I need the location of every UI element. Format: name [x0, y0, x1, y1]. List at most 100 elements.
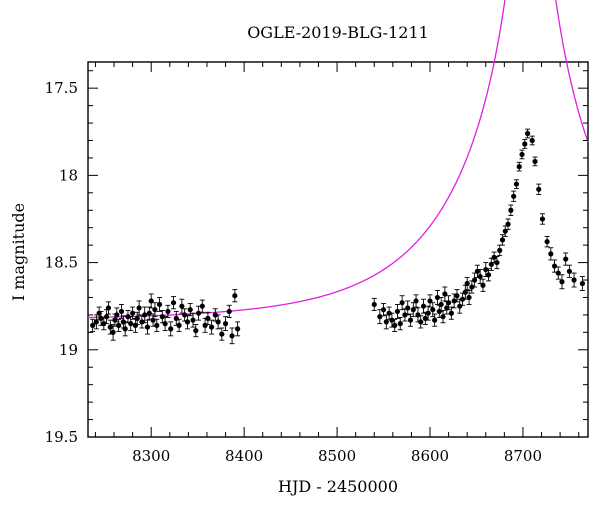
data-point: [383, 314, 389, 330]
data-point: [116, 318, 122, 332]
data-marker: [407, 317, 414, 323]
data-point: [90, 318, 96, 332]
data-point: [427, 294, 433, 308]
data-marker: [451, 298, 457, 304]
data-points: [90, 128, 586, 345]
data-marker: [402, 312, 408, 318]
data-marker: [440, 314, 446, 320]
data-point: [165, 304, 171, 318]
data-marker: [146, 310, 152, 316]
data-marker: [399, 300, 405, 306]
data-marker: [128, 321, 134, 327]
data-point: [148, 293, 154, 309]
data-marker: [142, 312, 148, 318]
data-point: [442, 286, 448, 302]
data-marker: [105, 305, 112, 311]
data-marker: [579, 280, 586, 287]
data-marker: [235, 326, 241, 332]
data-point: [485, 268, 492, 282]
data-point: [152, 302, 158, 318]
data-marker: [522, 141, 528, 147]
data-marker: [536, 186, 542, 192]
data-marker: [176, 322, 182, 328]
data-marker: [563, 256, 569, 262]
data-marker: [389, 317, 395, 323]
data-point: [182, 308, 188, 322]
data-point: [170, 296, 177, 310]
data-point: [529, 135, 535, 146]
x-tick-label: 8600: [411, 447, 449, 465]
data-point: [571, 272, 577, 288]
data-marker: [464, 280, 470, 287]
data-marker: [513, 181, 520, 187]
data-point: [199, 299, 205, 313]
data-marker: [202, 322, 208, 328]
data-marker: [459, 296, 466, 302]
data-marker: [110, 329, 116, 335]
data-marker: [377, 314, 383, 320]
data-point: [154, 318, 160, 332]
data-point: [425, 305, 431, 321]
data-point: [405, 300, 411, 316]
data-point: [399, 295, 405, 311]
data-marker: [162, 321, 168, 327]
data-marker: [480, 282, 486, 288]
data-point: [418, 315, 424, 329]
data-marker: [544, 239, 550, 245]
y-tick-labels: 17.5 18 18.5 19 19.5: [45, 79, 78, 446]
data-marker: [182, 312, 188, 318]
data-marker: [219, 331, 225, 337]
data-marker: [159, 314, 165, 320]
data-marker: [432, 317, 438, 323]
data-marker: [524, 130, 531, 137]
data-marker: [209, 324, 215, 330]
data-marker: [195, 310, 202, 316]
x-axis-label: HJD - 2450000: [278, 477, 398, 496]
data-point: [226, 304, 232, 318]
data-marker: [136, 305, 142, 311]
data-marker: [222, 321, 229, 327]
data-point: [513, 179, 520, 189]
data-point: [480, 278, 486, 292]
data-point: [105, 301, 112, 315]
data-marker: [430, 307, 436, 313]
data-point: [139, 315, 145, 329]
data-point: [548, 247, 554, 261]
data-marker: [418, 319, 424, 325]
data-point: [142, 306, 148, 324]
x-tick-label: 8700: [504, 447, 542, 465]
data-marker: [107, 324, 113, 330]
model-curve: [87, 0, 589, 319]
data-marker: [386, 310, 392, 316]
data-point: [162, 316, 168, 332]
data-point: [563, 252, 569, 266]
data-point: [205, 311, 211, 325]
data-point: [176, 318, 182, 332]
plot-area: 8300 8400 8500 8600 8700 17.5 18 18.5 19 19.5: [45, 0, 589, 465]
data-point: [130, 306, 136, 320]
data-marker: [139, 319, 145, 325]
data-point: [125, 310, 131, 324]
data-point: [146, 306, 152, 320]
data-marker: [516, 164, 522, 170]
data-point: [434, 290, 441, 305]
plot-frame: [87, 61, 589, 438]
data-marker: [499, 237, 506, 243]
data-marker: [434, 294, 441, 301]
data-point: [508, 204, 514, 216]
data-point: [445, 295, 452, 311]
data-point: [402, 308, 408, 322]
data-point: [215, 314, 221, 330]
data-point: [229, 327, 235, 345]
data-marker: [511, 193, 517, 199]
y-tick-label: 19: [59, 341, 78, 359]
y-tick-label: 18.5: [45, 254, 78, 272]
data-marker: [566, 268, 573, 274]
data-point: [222, 316, 229, 332]
data-marker: [420, 303, 427, 309]
data-marker: [93, 319, 99, 325]
data-point: [454, 289, 460, 303]
data-marker: [168, 326, 174, 332]
data-marker: [212, 312, 218, 318]
data-marker: [392, 322, 398, 328]
